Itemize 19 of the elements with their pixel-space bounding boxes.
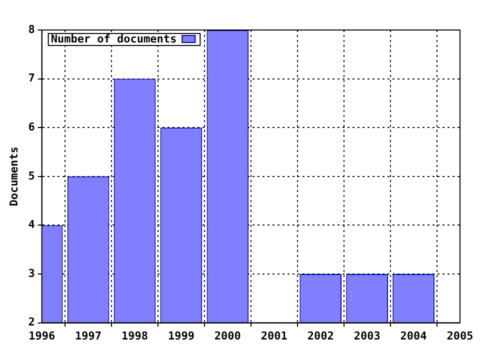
y-tick-label: 3	[28, 266, 35, 280]
legend-label: Number of documents	[50, 32, 177, 46]
y-tick-label: 6	[28, 120, 36, 134]
y-axis-title: Documents	[7, 146, 20, 206]
x-tick-label: 1998	[122, 329, 148, 342]
y-tick-label: 5	[28, 169, 35, 182]
x-tick-label: 2005	[446, 329, 474, 342]
x-tick-label: 2000	[214, 329, 241, 342]
y-tick-label: 8	[28, 22, 35, 36]
x-tick-label: 2003	[354, 329, 380, 342]
y-tick-label: 4	[28, 218, 36, 232]
x-tick-label: 2004	[400, 329, 428, 342]
x-tick-label: 2001	[260, 329, 288, 342]
y-tick-label: 7	[28, 72, 35, 85]
y-tick-label: 2	[28, 316, 35, 329]
x-tick-label: 2002	[307, 329, 334, 342]
x-tick-label: 1997	[75, 329, 102, 342]
x-tick-label: 1999	[168, 329, 194, 342]
x-tick-label: 1996	[28, 329, 56, 342]
